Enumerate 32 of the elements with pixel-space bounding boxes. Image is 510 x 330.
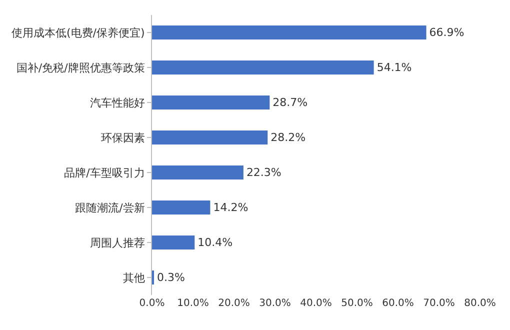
- x-tick-label: 30.0%: [259, 298, 291, 309]
- bar: [152, 166, 244, 180]
- data-label: 14.2%: [213, 201, 248, 214]
- x-tick-label: 70.0%: [423, 298, 455, 309]
- y-tick-label: 其他: [122, 271, 145, 284]
- x-tick-label: 40.0%: [300, 298, 332, 309]
- data-label: 28.2%: [270, 131, 306, 144]
- y-tick-label: 品牌/车型吸引力: [64, 166, 145, 180]
- data-label: 22.3%: [246, 166, 282, 179]
- data-label: 10.4%: [198, 236, 233, 249]
- data-label: 28.7%: [272, 96, 308, 109]
- x-tick-label: 20.0%: [218, 298, 250, 309]
- data-label: 54.1%: [376, 61, 412, 74]
- bar: [152, 200, 210, 214]
- y-tick-label: 汽车性能好: [90, 96, 145, 110]
- bar: [152, 236, 195, 250]
- y-tick-label: 使用成本低(电费/保养便宜): [12, 26, 145, 40]
- bar: [152, 130, 268, 144]
- y-tick-label: 国补/免税/牌照优惠等政策: [16, 61, 145, 74]
- x-tick-label: 0.0%: [139, 298, 165, 309]
- x-tick-label: 60.0%: [382, 298, 414, 309]
- bar: [152, 60, 374, 74]
- x-tick-label: 10.0%: [177, 298, 209, 309]
- x-tick-label: 50.0%: [341, 298, 373, 309]
- bar: [152, 96, 270, 110]
- x-tick-label: 80.0%: [464, 298, 496, 309]
- y-tick-label: 跟随潮流/尝新: [75, 201, 145, 214]
- bar: [152, 26, 426, 40]
- data-label: 66.9%: [429, 26, 464, 39]
- y-tick-label: 环保因素: [100, 131, 145, 144]
- y-tick-label: 周围人推荐: [90, 236, 145, 250]
- data-label: 0.3%: [157, 271, 185, 284]
